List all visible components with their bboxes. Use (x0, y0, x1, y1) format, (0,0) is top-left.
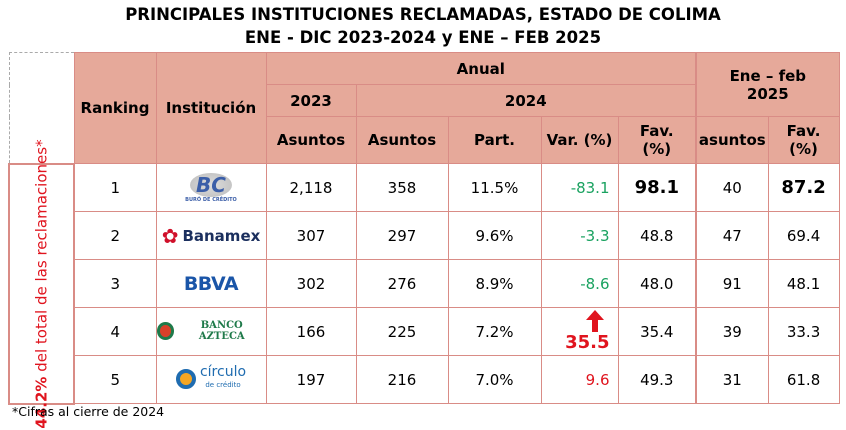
azteca-icon (156, 321, 174, 340)
side-label: 44.2% del total de las reclamaciones* (8, 139, 75, 428)
header-part: Part. (447, 116, 542, 164)
footnote: *Cifras al cierre de 2024 (12, 404, 165, 419)
cell-var: -83.1 (540, 163, 619, 212)
cell-ranking: 1 (73, 163, 157, 212)
cell-asuntos-2024: 276 (355, 259, 449, 308)
cell-fav-2024: 48.0 (617, 259, 697, 308)
cell-asuntos-2024: 358 (355, 163, 449, 212)
header-asuntos-2025: asuntos (695, 116, 769, 164)
cell-institution-logo: BC BURÓ DE CRÉDITO (155, 163, 267, 212)
cell-ranking: 2 (73, 211, 157, 260)
cell-institution-logo: círculo de crédito (155, 355, 267, 404)
buro-logo-icon: BC (190, 172, 232, 197)
cell-var: -3.3 (540, 211, 619, 260)
cell-var: -8.6 (540, 259, 619, 308)
cell-institution-logo: BBVA (155, 259, 267, 308)
table-row: 4 BANCO AZTECA 166 225 7.2% 35.5 35.4 39… (9, 307, 840, 356)
header-anual: Anual (265, 52, 697, 85)
cell-part: 7.2% (447, 307, 542, 356)
cell-ranking: 4 (73, 307, 157, 356)
table-row: 3 BBVA 302 276 8.9% -8.6 48.0 91 48.1 (9, 259, 840, 308)
side-label-text: del total de las reclamaciones* (32, 138, 50, 377)
cell-part: 8.9% (447, 259, 542, 308)
header-ranking: Ranking (73, 52, 157, 164)
cell-var: 35.5 (540, 307, 619, 356)
institutions-table: Ranking Institución Anual Ene – feb 2025… (8, 52, 840, 428)
var-value: -83.1 (570, 178, 610, 197)
logo-text: BBVA (183, 272, 239, 295)
cell-part: 7.0% (447, 355, 542, 404)
header-asuntos-2023: Asuntos (265, 116, 357, 164)
var-value: 35.5 (565, 332, 610, 353)
arrow-up-icon (585, 310, 604, 332)
var-value: -8.6 (580, 274, 610, 293)
logo-text: BANCO AZTECA (198, 319, 245, 342)
cell-asuntos-2025: 47 (695, 211, 769, 260)
cell-fav-2025: 61.8 (767, 355, 840, 404)
header-institucion: Institución (155, 52, 267, 164)
cell-asuntos-2024: 216 (355, 355, 449, 404)
cell-fav-2025: 69.4 (767, 211, 840, 260)
cell-fav-2025: 48.1 (767, 259, 840, 308)
cell-asuntos-2025: 39 (695, 307, 769, 356)
cell-asuntos-2025: 40 (695, 163, 769, 212)
table-row: 44.2% del total de las reclamaciones* 1 B… (8, 139, 840, 428)
cell-part: 11.5% (447, 163, 542, 212)
header-2024: 2024 (355, 84, 697, 117)
cell-var: 9.6 (540, 355, 619, 404)
cell-fav-2024: 48.8 (617, 211, 697, 260)
header-ene-feb-2025: Ene – feb 2025 (695, 52, 840, 117)
table-row: 5 círculo de crédito 197 216 7.0% 9.6 49.… (9, 355, 840, 404)
cell-asuntos-2025: 91 (695, 259, 769, 308)
header-asuntos-2024: Asuntos (355, 116, 449, 164)
table-row: 2 ✿ Banamex 307 297 9.6% -3.3 48.8 47 69.… (9, 211, 840, 260)
cell-asuntos-2023: 2,118 (265, 163, 357, 212)
header-var: Var. (%) (540, 116, 619, 164)
var-value: 9.6 (585, 370, 610, 389)
header-fav-2025: Fav. (%) (767, 116, 840, 164)
logo-text: Banamex (182, 226, 261, 245)
cell-fav-2024: 49.3 (617, 355, 697, 404)
cell-asuntos-2023: 197 (265, 355, 357, 404)
cell-part: 9.6% (447, 211, 542, 260)
cell-fav-2025: 33.3 (767, 307, 840, 356)
title-line-1: PRINCIPALES INSTITUCIONES RECLAMADAS, ES… (125, 5, 721, 24)
cell-asuntos-2024: 297 (355, 211, 449, 260)
cell-asuntos-2023: 302 (265, 259, 357, 308)
banamex-flower-icon: ✿ (161, 223, 179, 248)
cell-institution-logo: ✿ Banamex (155, 211, 267, 260)
cell-fav-2024: 98.1 (617, 163, 697, 212)
header-2023: 2023 (265, 84, 357, 117)
title-line-2: ENE - DIC 2023-2024 y ENE – FEB 2025 (244, 28, 602, 47)
cell-asuntos-2025: 31 (695, 355, 769, 404)
cell-asuntos-2024: 225 (355, 307, 449, 356)
cell-asuntos-2023: 307 (265, 211, 357, 260)
logo-subtext: de crédito (205, 381, 241, 389)
logo-subtext: BURÓ DE CRÉDITO (185, 196, 237, 203)
var-value: -3.3 (580, 226, 610, 245)
cell-ranking: 3 (73, 259, 157, 308)
cell-fav-2025: 87.2 (767, 163, 840, 212)
cell-asuntos-2023: 166 (265, 307, 357, 356)
circulo-icon (175, 369, 196, 389)
cell-institution-logo: BANCO AZTECA (155, 307, 267, 356)
header-fav-2024: Fav. (%) (617, 116, 697, 164)
cell-fav-2024: 35.4 (617, 307, 697, 356)
corner-cell (8, 52, 75, 165)
logo-text: círculo (199, 364, 247, 380)
side-label-percent: 44.2% (32, 376, 50, 429)
cell-ranking: 5 (73, 355, 157, 404)
